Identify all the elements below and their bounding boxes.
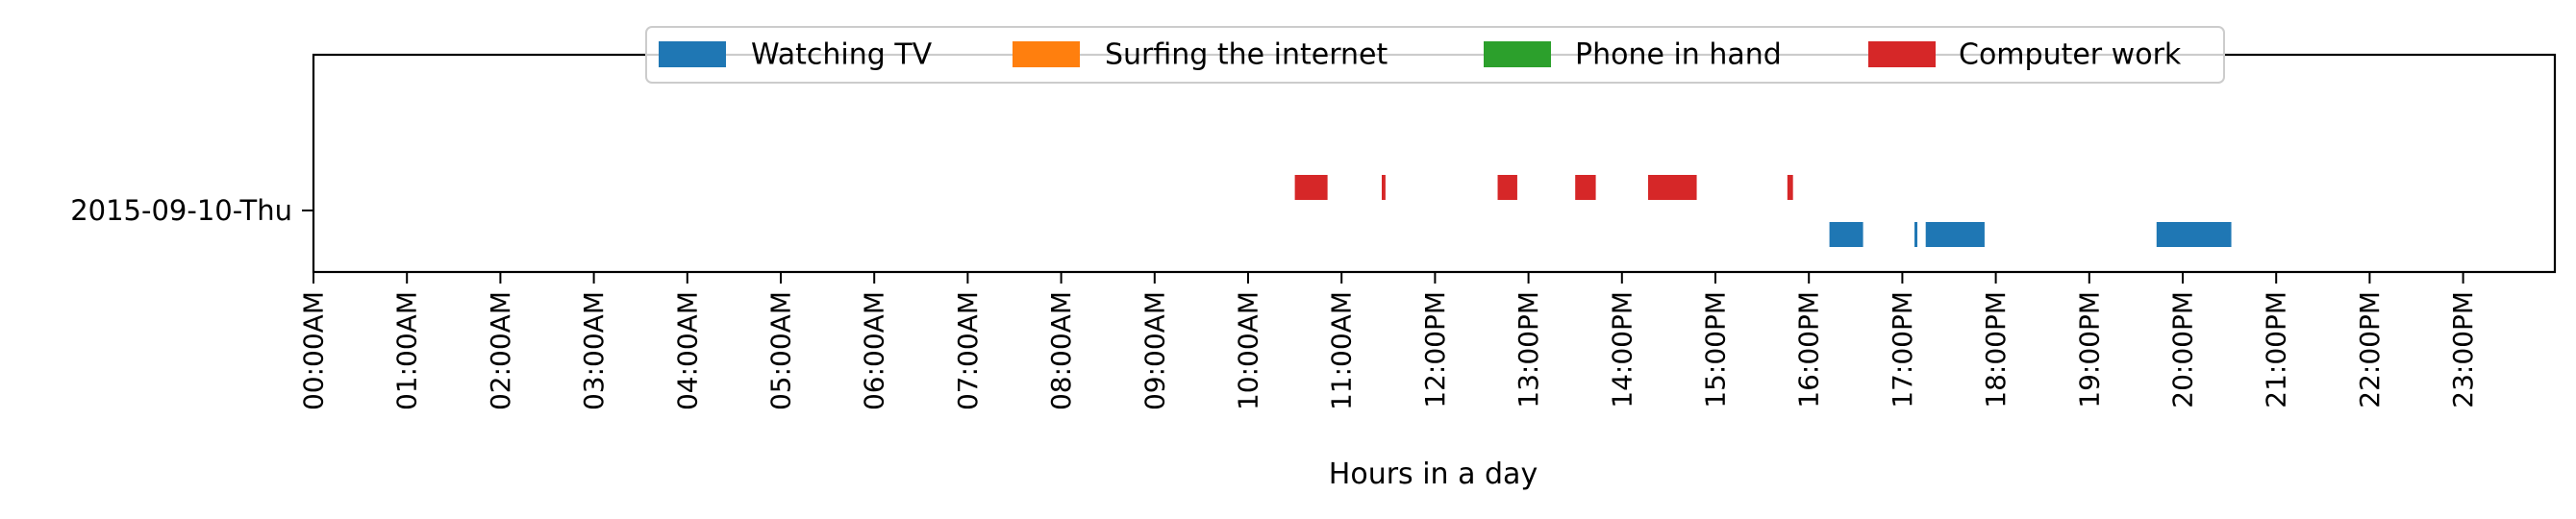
y-category-label-0: 2015-09-10-Thu <box>70 194 292 227</box>
bar-computer-work-3 <box>1497 175 1517 200</box>
x-tick-label-21: 21:00PM <box>2261 291 2292 408</box>
x-tick-label-3: 03:00AM <box>578 291 610 410</box>
bar-computer-work-6 <box>1787 175 1793 200</box>
legend-swatch-watching-tv <box>659 41 726 67</box>
bar-computer-work-4 <box>1575 175 1596 200</box>
bar-watching-tv-2 <box>1914 222 1918 247</box>
x-tick-label-14: 14:00PM <box>1606 291 1638 408</box>
bar-watching-tv-1 <box>1829 222 1863 247</box>
x-tick-label-20: 20:00PM <box>2167 291 2199 408</box>
x-tick-label-22: 22:00PM <box>2354 291 2386 408</box>
x-tick-label-8: 08:00AM <box>1045 291 1077 410</box>
bar-computer-work-2 <box>1381 175 1386 200</box>
x-tick-label-18: 18:00PM <box>1980 291 2012 408</box>
x-tick-label-15: 15:00PM <box>1700 291 1732 408</box>
x-tick-label-13: 13:00PM <box>1513 291 1544 408</box>
x-tick-label-17: 17:00PM <box>1887 291 1918 408</box>
x-axis: 00:00AM 01:00AM 02:00AM 03:00AM 04:00AM 05:00… <box>298 272 2479 410</box>
x-tick-label-12: 12:00PM <box>1419 291 1451 408</box>
x-tick-label-10: 10:00AM <box>1233 291 1264 410</box>
legend-label-phone-in-hand: Phone in hand <box>1575 38 1782 72</box>
bar-computer-work-1 <box>1294 175 1328 200</box>
bar-watching-tv-4 <box>2156 222 2232 247</box>
x-tick-label-16: 16:00PM <box>1793 291 1825 408</box>
legend-label-surfing-the-internet: Surfing the internet <box>1105 38 1388 72</box>
legend-label-computer-work: Computer work <box>1959 38 2182 72</box>
x-tick-label-5: 05:00AM <box>765 291 797 410</box>
chart-marks <box>1294 175 2232 247</box>
x-tick-label-0: 00:00AM <box>298 291 330 410</box>
x-tick-label-11: 11:00AM <box>1326 291 1358 410</box>
legend: Watching TV Surfing the internet Phone in … <box>645 26 2225 84</box>
legend-frame <box>645 26 2225 84</box>
x-tick-label-2: 02:00AM <box>485 291 516 410</box>
bar-computer-work-5 <box>1648 175 1697 200</box>
bar-watching-tv-3 <box>1925 222 1985 247</box>
x-tick-label-7: 07:00AM <box>952 291 984 410</box>
x-tick-label-4: 04:00AM <box>671 291 703 410</box>
x-tick-label-23: 23:00PM <box>2447 291 2479 408</box>
legend-swatch-computer-work <box>1868 41 1936 67</box>
y-axis: 2015-09-10-Thu <box>70 194 313 227</box>
x-axis-label: Hours in a day <box>1329 457 1538 491</box>
x-tick-label-6: 06:00AM <box>859 291 890 410</box>
x-tick-label-9: 09:00AM <box>1138 291 1170 410</box>
x-tick-label-1: 01:00AM <box>391 291 423 410</box>
x-tick-label-19: 19:00PM <box>2073 291 2105 408</box>
legend-swatch-surfing-the-internet <box>1013 41 1080 67</box>
legend-label-watching-tv: Watching TV <box>751 38 933 72</box>
legend-swatch-phone-in-hand <box>1484 41 1551 67</box>
